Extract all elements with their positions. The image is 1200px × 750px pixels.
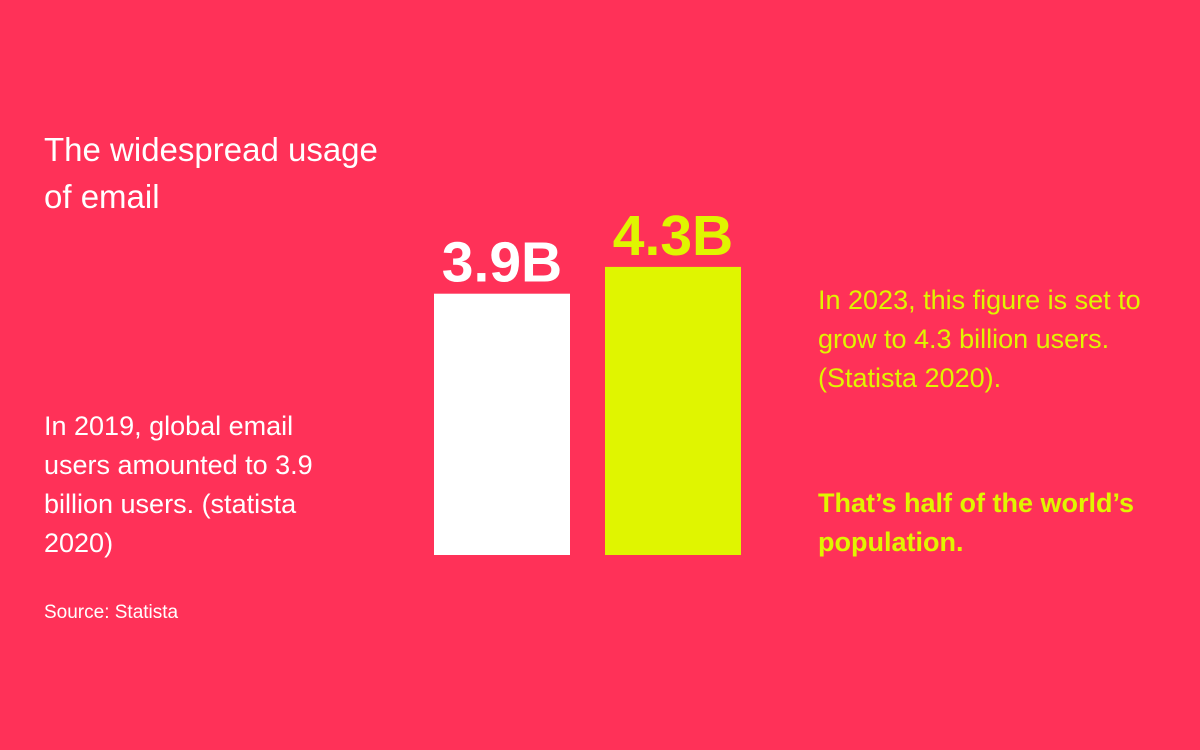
note-2023: In 2023, this figure is set to grow to 4…: [818, 285, 1141, 393]
chart-title: The widespread usage of email: [44, 131, 378, 215]
bar-2019: [434, 293, 570, 555]
population-emphasis: That’s half of the world’s population.: [818, 488, 1135, 557]
bar-2023: [605, 266, 741, 555]
source-note: Source: Statista: [44, 602, 179, 623]
data-label-2019: 3.9B: [442, 231, 562, 295]
note-2019: In 2019, global email users amounted to …: [44, 411, 313, 558]
data-label-2023: 4.3B: [613, 204, 733, 268]
